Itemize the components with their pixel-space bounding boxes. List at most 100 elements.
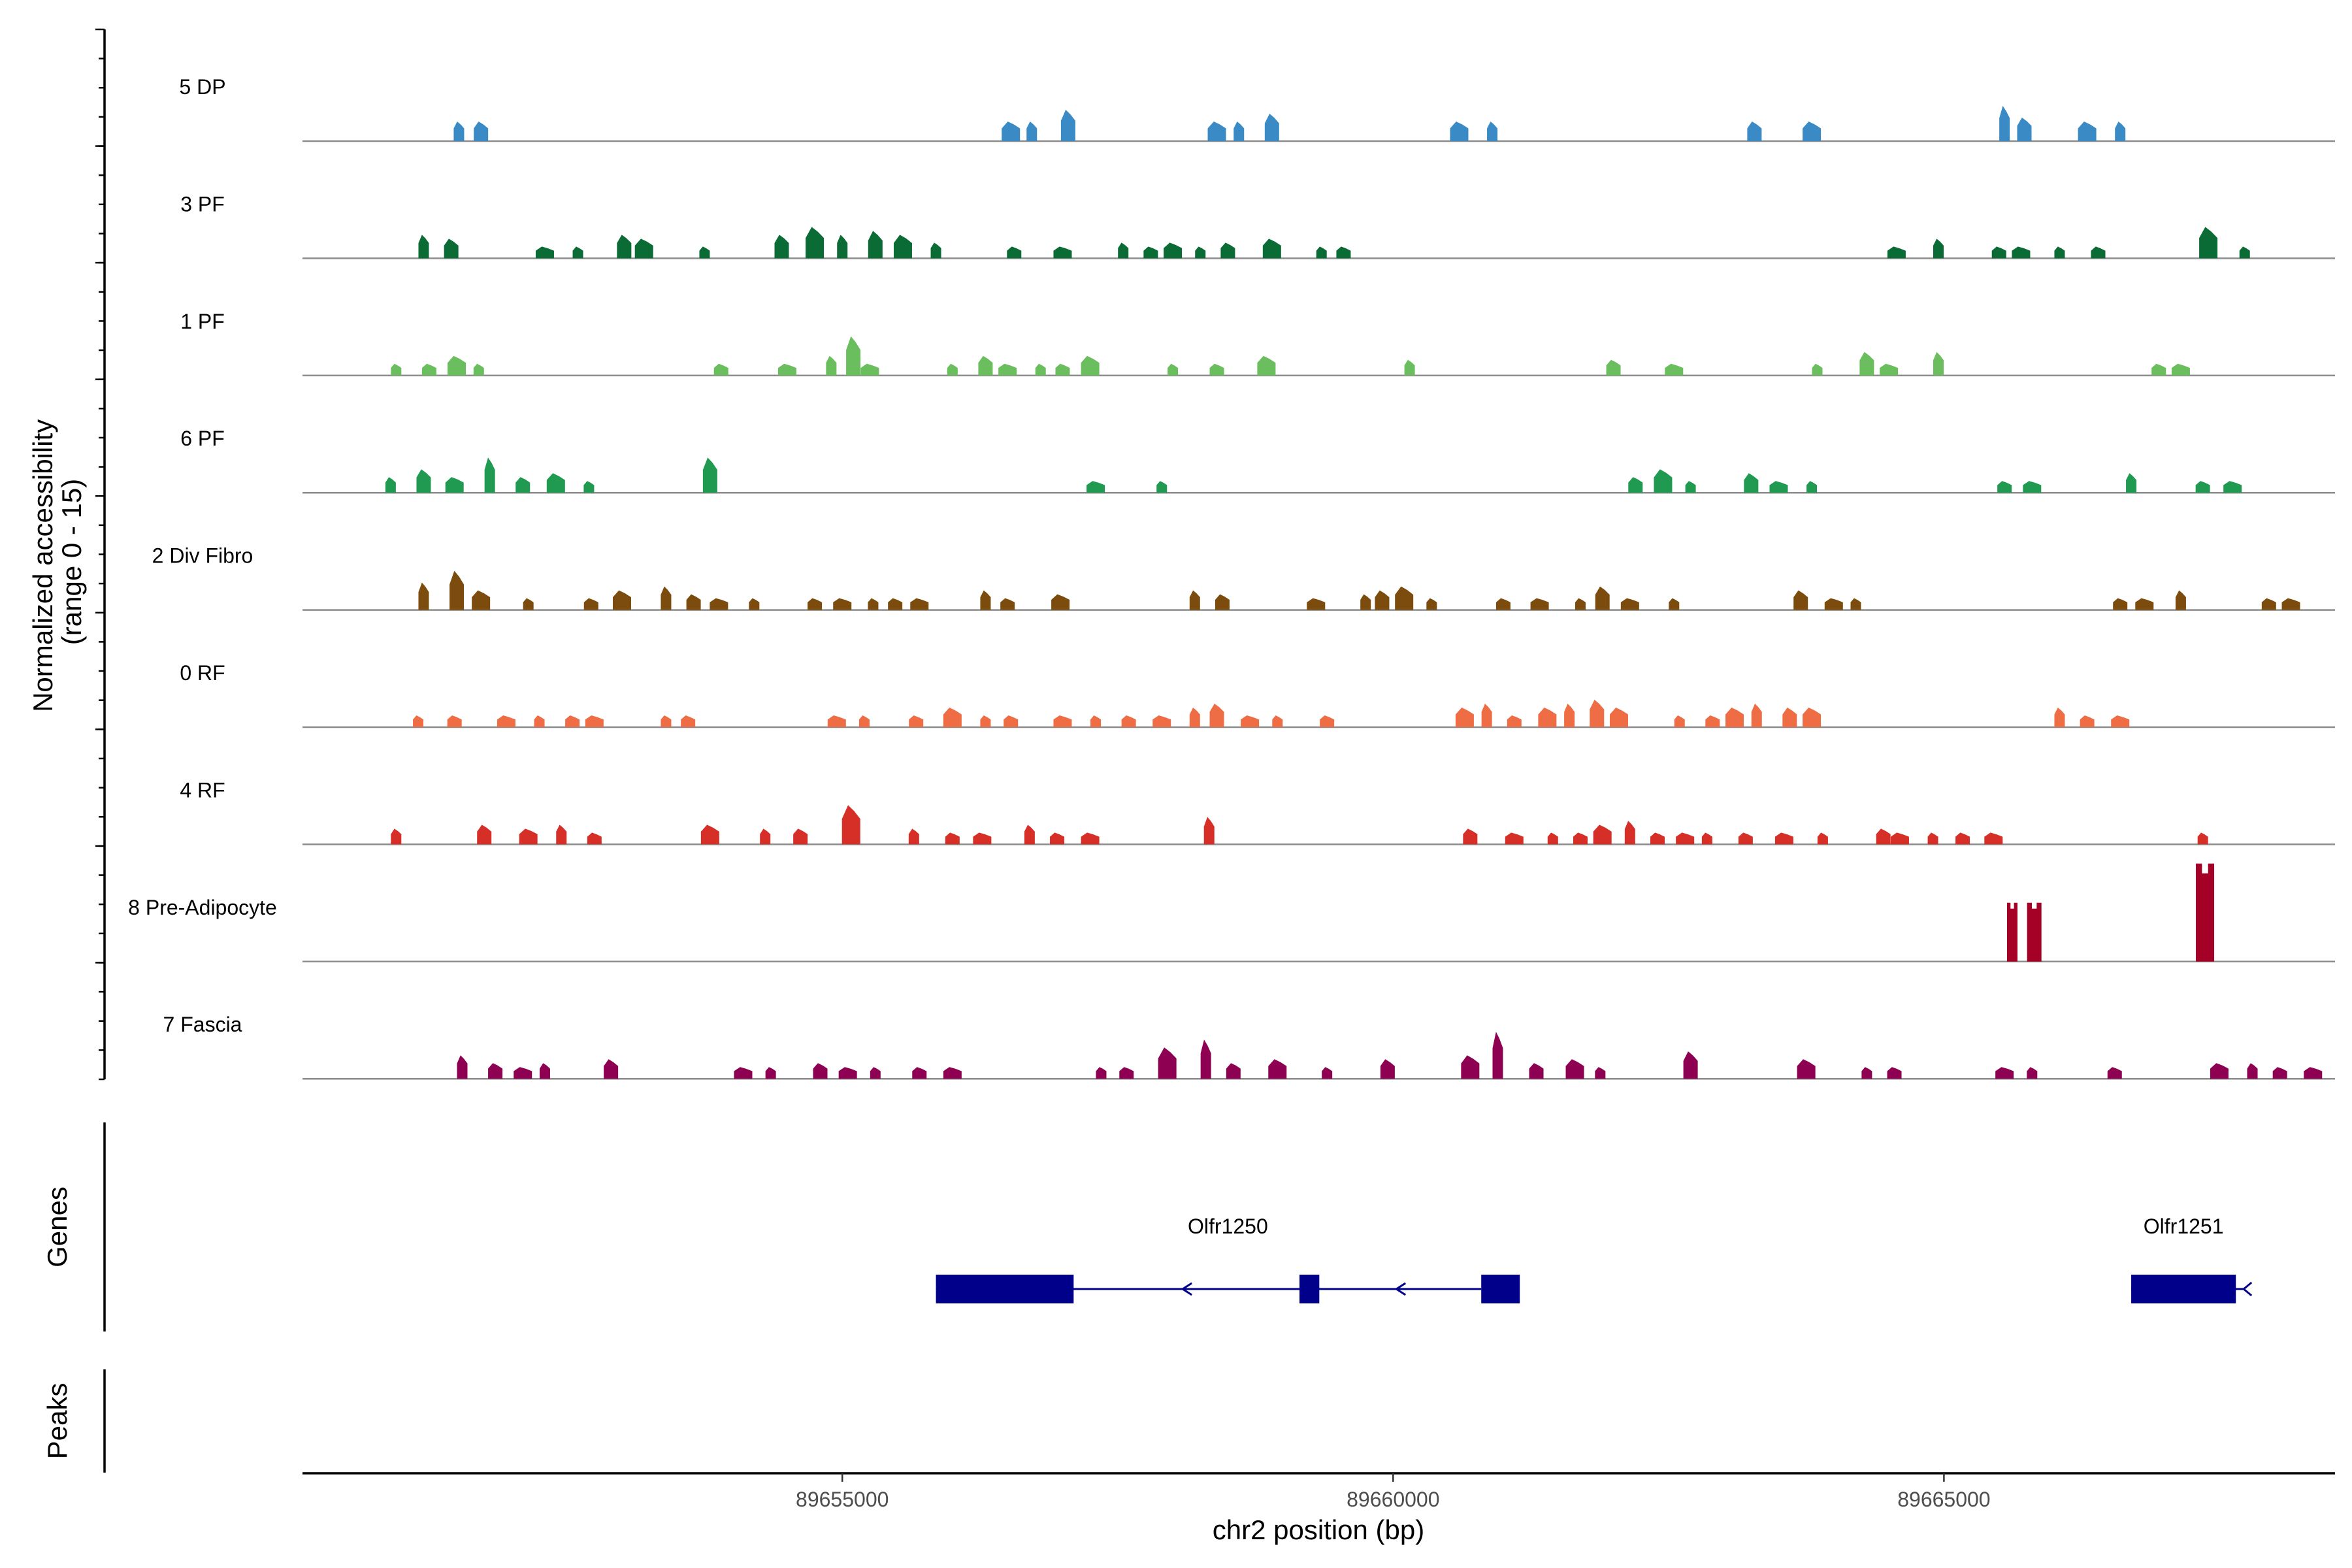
track-3-pf: 3 PF bbox=[180, 192, 2335, 259]
coverage-peak bbox=[1024, 825, 1035, 845]
coverage-peak bbox=[1461, 1055, 1480, 1079]
coverage-peak bbox=[1121, 715, 1136, 727]
coverage-peak bbox=[793, 828, 808, 845]
coverage-peak bbox=[1547, 832, 1558, 845]
gene-exon bbox=[2131, 1275, 2236, 1303]
coverage-peak bbox=[449, 570, 465, 610]
coverage-peak bbox=[2054, 708, 2065, 727]
coverage-peak bbox=[841, 805, 860, 845]
coverage-peak bbox=[1803, 122, 1821, 141]
coverage-peak bbox=[1002, 122, 1021, 141]
coverage-peak bbox=[1507, 715, 1522, 727]
coverage-peak bbox=[2199, 227, 2218, 259]
coverage-peak bbox=[998, 363, 1017, 376]
coverage-peak bbox=[930, 242, 941, 259]
coverage-peak bbox=[702, 457, 717, 493]
coverage-peak bbox=[1307, 598, 1326, 610]
track-5-dp: 5 DP bbox=[179, 75, 2335, 142]
coverage-peak bbox=[2261, 598, 2276, 610]
coverage-peak bbox=[1168, 363, 1179, 376]
coverage-peak bbox=[497, 715, 515, 727]
coverage-peak bbox=[734, 1067, 753, 1079]
coverage-peak bbox=[447, 715, 462, 727]
coverage-peak bbox=[1481, 704, 1492, 727]
coverage-peak bbox=[1495, 598, 1511, 610]
coverage-peak bbox=[1812, 363, 1823, 376]
coverage-peak bbox=[2027, 1067, 2038, 1079]
coverage-peak bbox=[1538, 708, 1557, 727]
coverage-peak bbox=[1207, 122, 1226, 141]
coverage-peak bbox=[1995, 1067, 2014, 1079]
coverage-peak bbox=[534, 715, 545, 727]
coverage-peak bbox=[1189, 590, 1200, 610]
coverage-peak bbox=[710, 598, 728, 610]
coverage-peak bbox=[1081, 832, 1100, 845]
track-8-pre-adipocyte: 8 Pre-Adipocyte bbox=[128, 863, 2335, 963]
strand-arrow bbox=[1181, 1282, 1192, 1296]
coverage-peak bbox=[556, 825, 567, 845]
coverage-peak bbox=[1565, 1059, 1584, 1079]
coverage-peak bbox=[947, 363, 958, 376]
gene-exon bbox=[1481, 1275, 1520, 1303]
coverage-peak bbox=[943, 708, 962, 727]
coverage-peak bbox=[1320, 715, 1335, 727]
coverage-peak bbox=[583, 598, 598, 610]
coverage-peak bbox=[444, 238, 459, 259]
coverage-peak bbox=[1890, 832, 1909, 845]
coverage-peak bbox=[1156, 481, 1168, 493]
coverage-peak bbox=[484, 457, 495, 493]
coverage-peak bbox=[1050, 832, 1065, 845]
coverage-peak bbox=[858, 715, 870, 727]
coverage-peak bbox=[2023, 481, 2042, 493]
coverage-peak bbox=[583, 481, 595, 493]
coverage-peak bbox=[661, 586, 672, 610]
x-tick-label: 89665000 bbox=[1897, 1488, 1990, 1511]
coverage-peak bbox=[910, 598, 929, 610]
coverage-peak bbox=[912, 1067, 927, 1079]
coverage-peak bbox=[1705, 715, 1720, 727]
coverage-peak bbox=[2195, 481, 2210, 493]
coverage-peak bbox=[1264, 114, 1279, 141]
coverage-peak bbox=[1984, 832, 2003, 845]
coverage-peak bbox=[477, 825, 492, 845]
coverage-peak bbox=[1701, 832, 1712, 845]
coverage-peak bbox=[806, 227, 825, 259]
coverage-peak bbox=[1220, 242, 1235, 259]
coverage-peak bbox=[2281, 598, 2300, 610]
coverage-peak bbox=[760, 828, 771, 845]
coverage-peak bbox=[2304, 1067, 2323, 1079]
x-axis-ticks: 89655000 89660000 89665000 bbox=[796, 1473, 1991, 1511]
coverage-peak bbox=[681, 715, 696, 727]
coverage-peak bbox=[472, 590, 491, 610]
coverage-peak bbox=[1824, 598, 1843, 610]
coverage-peak bbox=[1628, 477, 1643, 493]
coverage-peak bbox=[1751, 704, 1762, 727]
coverage-peak bbox=[1774, 832, 1793, 845]
coverage-peak bbox=[1233, 122, 1245, 141]
coverage-peak bbox=[1529, 1063, 1544, 1079]
coverage-peak bbox=[827, 715, 846, 727]
coverage-peak bbox=[1669, 598, 1680, 610]
coverage-peak bbox=[604, 1059, 619, 1079]
coverage-peak bbox=[1674, 715, 1685, 727]
coverage-peak bbox=[1747, 122, 1762, 141]
coverage-peak bbox=[1081, 355, 1100, 376]
coverage-peak bbox=[535, 246, 554, 259]
coverage-peak bbox=[2151, 363, 2166, 376]
coverage-peak bbox=[1887, 246, 1906, 259]
coverage-peak bbox=[1725, 708, 1744, 727]
coverage-peak bbox=[774, 235, 789, 259]
coverage-peak bbox=[1880, 363, 1899, 376]
coverage-peak bbox=[2113, 598, 2128, 610]
coverage-peak bbox=[488, 1063, 503, 1079]
x-axis-title: chr2 position (bp) bbox=[1213, 1514, 1425, 1545]
coverage-peak bbox=[1215, 594, 1230, 610]
coverage-peak bbox=[2080, 715, 2095, 727]
track-0-rf: 0 RF bbox=[180, 661, 2335, 728]
coverage-peak bbox=[1164, 242, 1183, 259]
coverage-peak bbox=[1007, 246, 1022, 259]
coverage-peak bbox=[2107, 1067, 2122, 1079]
coverage-peak bbox=[1793, 590, 1808, 610]
coverage-peak bbox=[1209, 363, 1224, 376]
